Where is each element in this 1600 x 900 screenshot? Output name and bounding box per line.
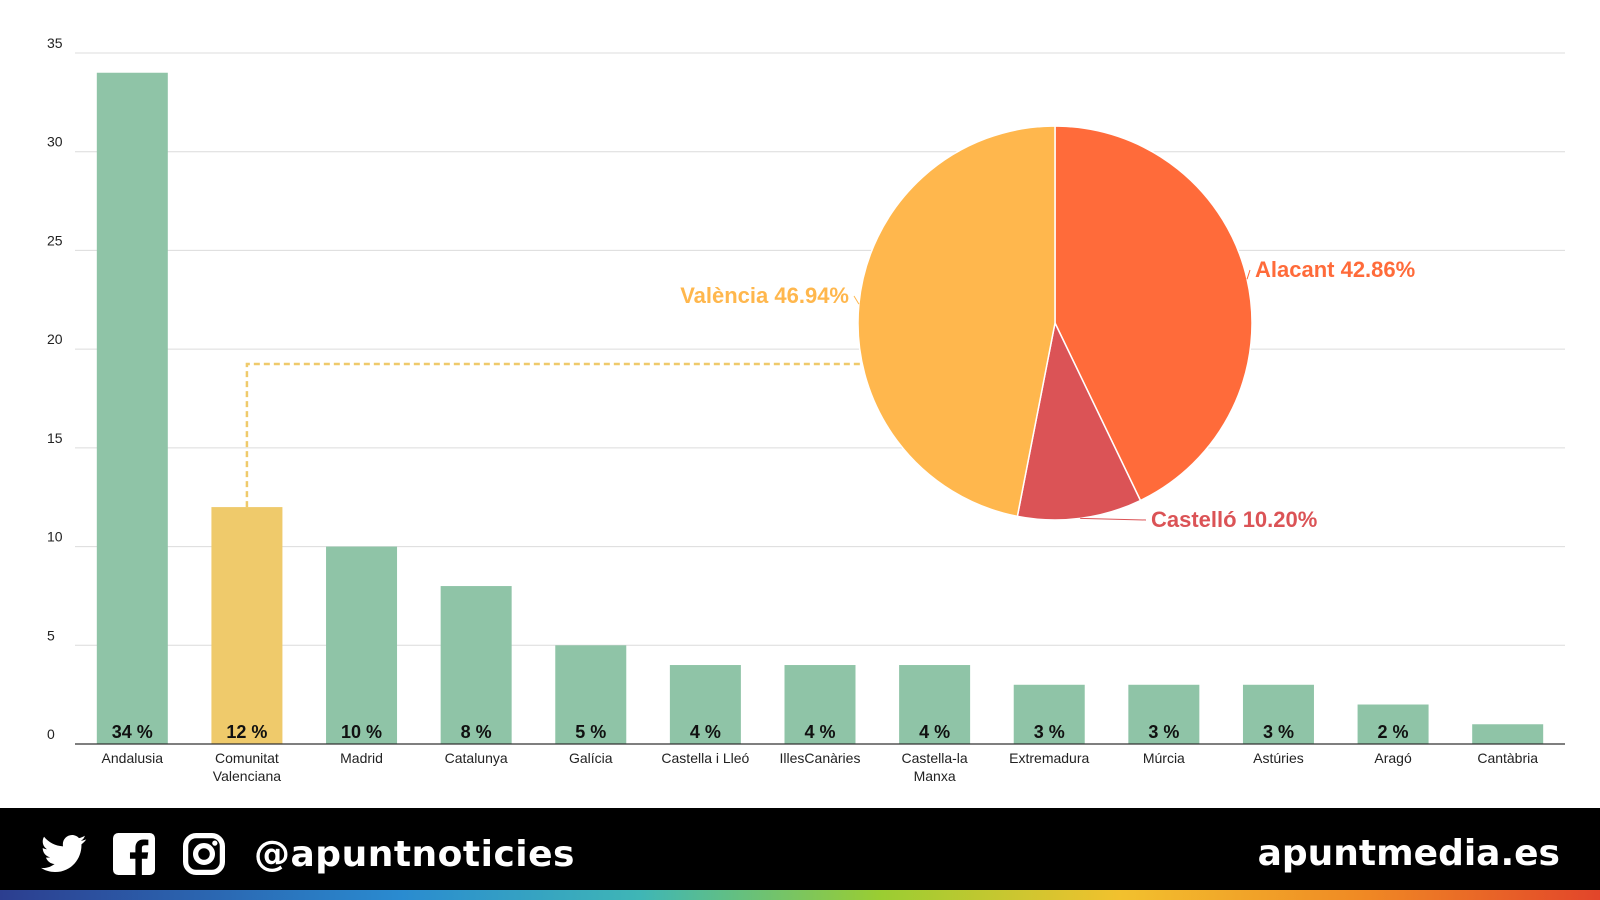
bar-value-label: 12 % — [226, 722, 267, 742]
pie-slice-label: València 46.94% — [680, 283, 849, 308]
pie-slice — [1016, 320, 1142, 521]
chart-area: 0 5 10 15 20 25 30 35 34 % 12 % 10 % 8 % 5 % 4 % 4 % 4… — [47, 35, 1565, 784]
y-tick-label: 10 — [47, 529, 63, 545]
social-links: @apuntnoticies — [40, 828, 575, 880]
x-category-label: Manxa — [914, 768, 956, 784]
facebook-icon[interactable] — [110, 830, 158, 878]
x-category-label: Andalusia — [102, 750, 164, 766]
bar — [1128, 684, 1200, 744]
bar — [211, 507, 283, 744]
pie-slice-label: Alacant 42.86% — [1255, 257, 1415, 282]
grid-layer — [75, 52, 1565, 646]
chart-canvas: 0 5 10 15 20 25 30 35 34 % 12 % 10 % 8 % 5 % 4 % 4 % 4… — [47, 35, 1565, 784]
x-category-label: Castella i Lleó — [661, 750, 749, 766]
pie-labels: Alacant 42.86% Castelló 10.20% València 46… — [680, 257, 1415, 532]
instagram-icon[interactable] — [180, 830, 228, 878]
bar-value-label: 3 % — [1263, 722, 1294, 742]
pie-leader-line — [1080, 517, 1147, 521]
y-axis-ticks: 0 5 10 15 20 25 30 35 — [47, 35, 63, 742]
bar-value-label: 3 % — [1034, 722, 1065, 742]
bar-value-label: 4 % — [804, 722, 835, 742]
x-category-label: Extremadura — [1009, 750, 1089, 766]
bar-value-label: 10 % — [341, 722, 382, 742]
bar-value-label: 2 % — [1378, 722, 1409, 742]
x-category-label: Múrcia — [1143, 750, 1185, 766]
social-handle[interactable]: @apuntnoticies — [254, 833, 575, 875]
pie-leader-line — [1246, 269, 1251, 280]
y-tick-label: 35 — [47, 35, 63, 51]
bar — [555, 645, 627, 744]
x-category-label: Galícia — [569, 750, 613, 766]
bar-value-label: 4 % — [919, 722, 950, 742]
y-tick-label: 5 — [47, 627, 55, 643]
bar — [669, 665, 741, 744]
bar — [96, 72, 168, 744]
y-tick-label: 30 — [47, 134, 63, 150]
y-tick-label: 0 — [47, 726, 55, 742]
pie-chart — [857, 125, 1253, 521]
pie-slice — [1054, 125, 1253, 502]
bar — [326, 546, 398, 744]
footer-bar: @apuntnoticies apuntmedia.es — [0, 808, 1600, 900]
x-category-label: IllesCanàries — [780, 750, 861, 766]
bar — [1357, 704, 1429, 744]
bar — [440, 586, 512, 744]
highlight-connector — [245, 362, 863, 508]
pie-slice-label: Castelló 10.20% — [1151, 507, 1317, 532]
pie-slice — [857, 125, 1056, 518]
x-category-label: Aragó — [1374, 750, 1412, 766]
site-url[interactable]: apuntmedia.es — [1257, 833, 1560, 874]
bar — [784, 665, 856, 744]
x-category-label: Madrid — [340, 750, 383, 766]
bar — [1242, 684, 1314, 744]
twitter-icon[interactable] — [40, 830, 88, 878]
connector-line — [245, 362, 863, 508]
bar-value-label: 8 % — [461, 722, 492, 742]
bar — [1472, 724, 1544, 744]
rainbow-stripe — [0, 890, 1600, 900]
bar-value-label: 34 % — [112, 722, 153, 742]
x-category-label: Comunitat — [215, 750, 279, 766]
x-category-label: Astúries — [1253, 750, 1304, 766]
bar-series: 34 % 12 % 10 % 8 % 5 % 4 % 4 % 4 % 3 % 3 % 3 % 2 % — [96, 72, 1544, 744]
pie-leader-line — [853, 295, 860, 305]
y-tick-label: 15 — [47, 430, 63, 446]
y-tick-label: 25 — [47, 232, 63, 248]
y-tick-label: 20 — [47, 331, 63, 347]
x-axis-categories: Andalusia Comunitat Valenciana Madrid Catalu… — [102, 750, 1539, 784]
x-category-label: Valenciana — [213, 768, 281, 784]
bar-value-label: 5 % — [575, 722, 606, 742]
bar — [899, 665, 971, 744]
x-category-label: Cantàbria — [1477, 750, 1538, 766]
bar — [1013, 684, 1085, 744]
bar-value-label: 4 % — [690, 722, 721, 742]
x-category-label: Castella-la — [902, 750, 968, 766]
bar-value-label: 3 % — [1148, 722, 1179, 742]
x-category-label: Catalunya — [445, 750, 508, 766]
